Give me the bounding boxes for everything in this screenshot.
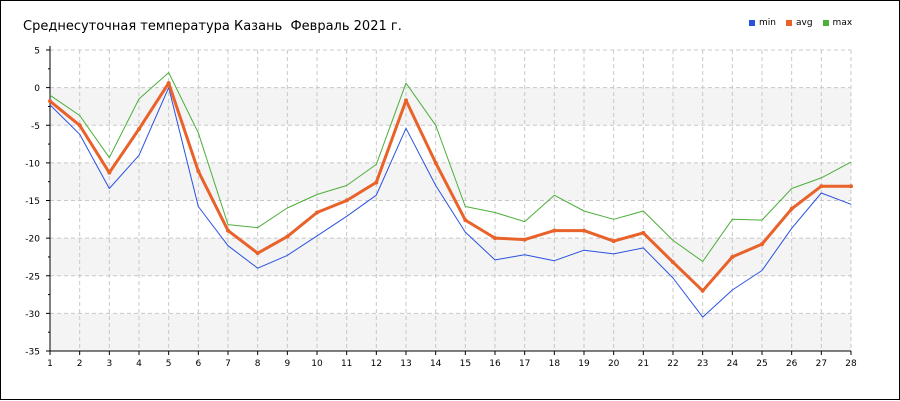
grid-band bbox=[50, 238, 851, 276]
x-tick-label: 25 bbox=[756, 359, 767, 369]
data-point-avg bbox=[611, 239, 616, 244]
data-point-avg bbox=[849, 184, 853, 189]
data-point-avg bbox=[700, 288, 705, 293]
y-tick-label: -15 bbox=[25, 197, 40, 207]
legend-item-min: min bbox=[749, 18, 776, 28]
x-tick-label: 22 bbox=[667, 359, 678, 369]
x-tick-label: 2 bbox=[77, 359, 83, 369]
data-point-avg bbox=[107, 170, 112, 175]
data-point-avg bbox=[641, 230, 646, 235]
chart-title: Среднесуточная температура Казань Феврал… bbox=[23, 19, 402, 34]
x-tick-label: 27 bbox=[816, 359, 827, 369]
data-point-avg bbox=[404, 98, 408, 103]
data-point-avg bbox=[582, 228, 586, 233]
y-tick-label: -5 bbox=[31, 122, 40, 132]
data-point-avg bbox=[77, 123, 82, 128]
x-tick-label: 21 bbox=[638, 359, 649, 369]
x-tick-label: 16 bbox=[489, 359, 501, 369]
x-tick-label: 3 bbox=[106, 359, 112, 369]
legend: min avg max bbox=[749, 16, 862, 30]
legend-label: avg bbox=[795, 18, 813, 28]
data-point-avg bbox=[137, 127, 141, 132]
data-point-avg bbox=[522, 237, 527, 242]
x-tick-label: 9 bbox=[284, 359, 290, 369]
x-tick-label: 6 bbox=[195, 359, 201, 369]
x-tick-label: 1 bbox=[47, 359, 53, 369]
series-line-max bbox=[49, 72, 852, 262]
x-tick-label: 24 bbox=[727, 359, 739, 369]
x-tick-label: 10 bbox=[311, 359, 323, 369]
x-tick-label: 17 bbox=[519, 359, 530, 369]
x-tick-label: 28 bbox=[845, 359, 857, 369]
data-point-avg bbox=[463, 218, 468, 223]
y-tick-label: -25 bbox=[25, 272, 40, 282]
data-point-avg bbox=[255, 251, 260, 256]
data-point-avg bbox=[315, 210, 319, 215]
x-tick-label: 15 bbox=[460, 359, 471, 369]
legend-swatch bbox=[749, 20, 755, 26]
series-line-avg bbox=[49, 81, 851, 293]
y-tick-label: 0 bbox=[34, 84, 40, 94]
x-tick-label: 13 bbox=[400, 359, 411, 369]
grid-band bbox=[50, 313, 851, 351]
x-tick-label: 7 bbox=[225, 359, 231, 369]
x-tick-label: 26 bbox=[786, 359, 798, 369]
x-tick-label: 14 bbox=[430, 359, 442, 369]
data-point-avg bbox=[48, 99, 52, 104]
data-point-avg bbox=[819, 184, 824, 189]
data-point-avg bbox=[433, 160, 438, 165]
legend-swatch bbox=[785, 20, 792, 26]
data-point-avg bbox=[344, 198, 349, 203]
x-tick-label: 8 bbox=[255, 359, 261, 369]
grid-band bbox=[50, 87, 851, 126]
legend-label: min bbox=[759, 18, 776, 28]
data-point-avg bbox=[374, 180, 379, 185]
y-tick-label: -30 bbox=[25, 310, 40, 320]
x-tick-label: 23 bbox=[697, 359, 708, 369]
data-point-avg bbox=[196, 169, 201, 174]
legend-item-max: max bbox=[822, 18, 853, 28]
x-tick-label: 19 bbox=[578, 359, 590, 369]
grid-band bbox=[50, 162, 851, 201]
x-tick-label: 11 bbox=[341, 359, 352, 369]
data-point-avg bbox=[671, 260, 675, 265]
x-tick-label: 18 bbox=[549, 359, 561, 369]
data-point-avg bbox=[166, 81, 171, 86]
y-tick-label: -35 bbox=[25, 348, 40, 358]
y-tick-label: 5 bbox=[34, 47, 40, 57]
data-point-avg bbox=[760, 242, 764, 247]
data-point-avg bbox=[552, 228, 557, 233]
x-tick-label: 5 bbox=[166, 359, 172, 369]
x-tick-label: 20 bbox=[608, 359, 620, 369]
y-tick-label: -10 bbox=[25, 159, 40, 169]
x-tick-label: 12 bbox=[371, 359, 382, 369]
data-point-avg bbox=[493, 236, 497, 241]
legend-label: max bbox=[832, 18, 853, 28]
y-tick-label: -20 bbox=[25, 235, 40, 245]
data-point-avg bbox=[285, 234, 290, 239]
legend-swatch bbox=[822, 20, 829, 26]
legend-item-avg: avg bbox=[785, 18, 813, 28]
series-line-min bbox=[49, 87, 852, 318]
data-point-avg bbox=[730, 254, 735, 259]
data-point-avg bbox=[226, 228, 230, 233]
data-point-avg bbox=[789, 206, 794, 211]
x-tick-label: 4 bbox=[136, 359, 142, 369]
